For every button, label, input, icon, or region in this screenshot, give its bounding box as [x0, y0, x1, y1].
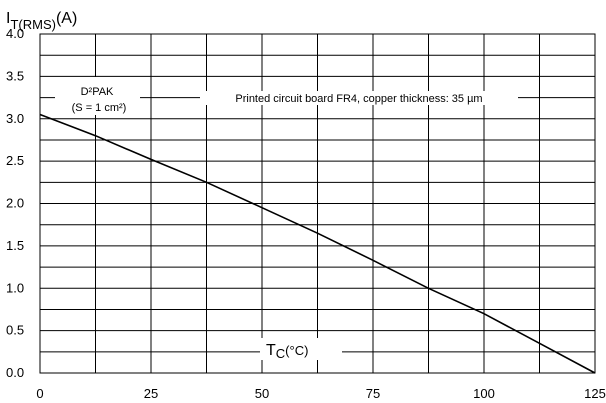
x-tick-label: 75 — [366, 386, 380, 401]
series-line — [39, 113, 596, 374]
plot-frame — [39, 33, 596, 374]
tick-labels: 0 25 50 75 100 125 0.0 0.5 1.0 1.5 2.0 2.5 3.0 3.5 4.0 — [6, 26, 606, 401]
pcb-note-box — [200, 91, 518, 105]
pcb-note: Printed circuit board FR4, copper thickn… — [235, 93, 482, 105]
y-axis-label: IT(RMS)(A) — [6, 10, 77, 32]
y-tick-label: 2.0 — [6, 196, 24, 211]
y-tick-label: 1.5 — [6, 238, 24, 253]
y-tick-label: 3.5 — [6, 68, 24, 83]
y-tick-label: 2.5 — [6, 153, 24, 168]
x-tick-label: 25 — [144, 386, 158, 401]
y-tick-label: 3.0 — [6, 111, 24, 126]
d2pak-label: D²PAK — [81, 86, 114, 98]
x-tick-label: 125 — [584, 386, 606, 401]
d2pak-label-box — [55, 77, 140, 115]
y-tick-label: 1.0 — [6, 280, 24, 295]
x-tick-label: 50 — [255, 386, 269, 401]
series-layer — [39, 113, 596, 374]
y-tick-label: 0.0 — [6, 365, 24, 380]
d2pak-area-label: (S = 1 cm²) — [72, 102, 127, 114]
x-tick-label: 0 — [36, 386, 43, 401]
x-axis-label: TC(°C) — [266, 342, 308, 361]
x-tick-label: 100 — [473, 386, 495, 401]
y-tick-label: 4.0 — [6, 26, 24, 41]
x-axis-label-box — [260, 338, 342, 360]
y-tick-label: 0.5 — [6, 323, 24, 338]
